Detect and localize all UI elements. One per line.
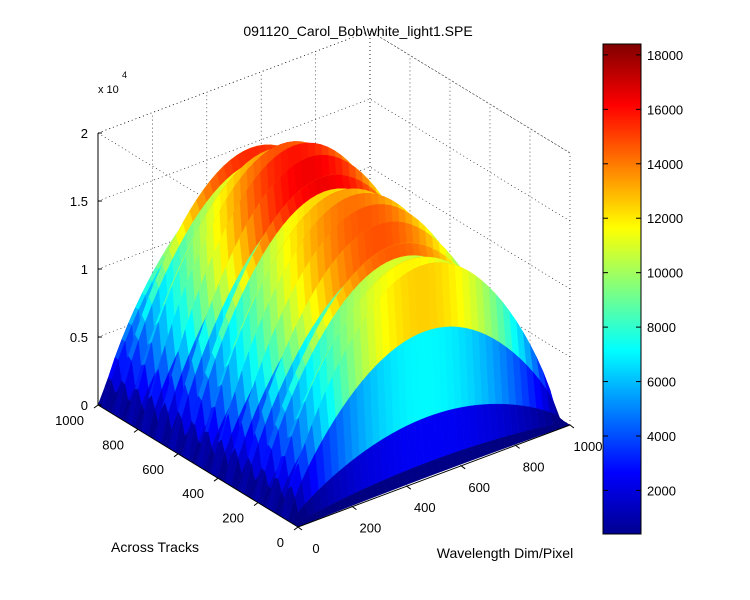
x-tick [352, 506, 357, 511]
y-tick-label: 800 [102, 437, 124, 452]
colorbar-tick-label: 14000 [647, 157, 683, 172]
y-tick [133, 428, 139, 433]
y-tick [293, 526, 299, 531]
x-axis-line [297, 424, 571, 528]
colorbar-tick-label: 2000 [647, 483, 676, 498]
x-tick-label: 1000 [574, 439, 603, 454]
surface-plot [97, 141, 571, 528]
colorbar-tick-label: 4000 [647, 429, 676, 444]
x-tick-label: 600 [468, 480, 490, 495]
chart-title: 091120_Carol_Bob\white_light1.SPE [243, 23, 472, 39]
y-tick [213, 477, 219, 482]
y-axis-line [97, 404, 299, 528]
x-tick [297, 526, 303, 531]
y-tick-label: 1000 [55, 413, 84, 428]
x-tick [460, 465, 466, 470]
colorbar-tick-label: 16000 [647, 102, 683, 117]
y-tick-label: 0 [277, 535, 284, 550]
x-tick-label: 0 [312, 541, 319, 556]
z-tick-label: 0.5 [70, 330, 88, 345]
colorbar-tick-label: 18000 [647, 48, 683, 63]
y-tick-label: 200 [222, 511, 244, 526]
y-tick-label: 600 [142, 462, 164, 477]
x-tick-label: 200 [360, 521, 382, 536]
tick-labels: 020040060080010000200400600800100000.511… [55, 126, 602, 556]
z-exponent-label: x 10 [98, 84, 119, 96]
y-tick-label: 400 [182, 486, 204, 501]
x-tick [569, 424, 575, 429]
colorbar-tick-label: 8000 [647, 320, 676, 335]
colorbar-tick-label: 10000 [647, 266, 683, 281]
x-tick-label: 400 [414, 500, 436, 515]
colorbar-tick-label: 12000 [647, 211, 683, 226]
z-exponent-power: 4 [122, 70, 127, 80]
x-tick-label: 800 [523, 459, 545, 474]
z-tick-label: 2 [81, 126, 88, 141]
x-axis-label: Wavelength Dim/Pixel [437, 545, 573, 561]
colorbar-tick-label: 6000 [647, 375, 676, 390]
z-tick-label: 1.5 [70, 194, 88, 209]
y-tick [93, 404, 99, 409]
z-tick-label: 0 [81, 398, 88, 413]
colorbar [602, 43, 642, 535]
x-tick [406, 485, 412, 490]
y-tick [173, 453, 179, 458]
colorbar-ticks: 2000 4000 6000 8000 10000 12000 14000 16000 1800… [603, 48, 683, 498]
z-tick-label: 1 [81, 262, 88, 277]
x-tick [515, 444, 520, 449]
y-tick [253, 502, 259, 507]
y-axis-label: Across Tracks [111, 539, 199, 555]
